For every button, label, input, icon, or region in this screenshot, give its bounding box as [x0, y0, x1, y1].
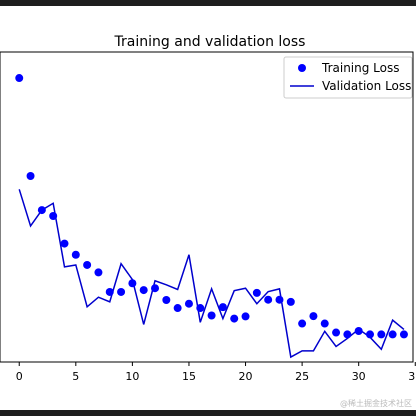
training-loss-point — [49, 211, 58, 220]
training-loss-point — [117, 287, 126, 296]
legend-validation-label: Validation Loss — [322, 79, 411, 93]
training-loss-point — [230, 314, 239, 323]
training-loss-point — [377, 330, 386, 339]
training-loss-point — [298, 319, 307, 328]
bottom-edge-bar — [0, 410, 416, 416]
training-loss-point — [37, 206, 46, 215]
training-loss-point — [162, 296, 171, 304]
training-loss-point — [320, 319, 329, 328]
training-loss-point — [173, 304, 182, 313]
training-loss-point — [286, 297, 295, 306]
x-tick-label: 0 — [16, 370, 23, 383]
x-tick-label: 5 — [72, 370, 79, 383]
training-loss-point — [15, 74, 24, 83]
training-loss-point — [184, 299, 193, 308]
training-loss-point — [105, 287, 114, 296]
x-tick-label: 15 — [182, 370, 196, 383]
validation-loss-line — [18, 189, 405, 359]
legend-training-marker — [298, 64, 306, 72]
chart-title: Training and validation loss — [114, 34, 306, 50]
training-loss-point — [218, 303, 227, 312]
x-tick-label: 35 — [408, 370, 416, 383]
x-tick-label: 10 — [125, 370, 139, 383]
x-tick-label: 25 — [295, 370, 309, 383]
training-loss-point — [332, 328, 341, 337]
training-loss-point — [83, 260, 92, 269]
training-loss-point — [151, 284, 160, 293]
watermark-text: @稀土掘金技术社区 — [340, 399, 412, 408]
x-axis-ticks: 0 5 10 15 20 25 30 35 — [16, 362, 416, 383]
training-loss-point — [128, 279, 137, 288]
training-loss-point — [94, 268, 103, 277]
training-loss-point — [366, 330, 375, 339]
training-loss-point — [252, 288, 261, 297]
training-loss-point — [275, 295, 284, 304]
training-loss-point — [26, 172, 35, 180]
training-loss-point — [196, 304, 205, 313]
plot-frame — [0, 51, 414, 363]
training-loss-point — [241, 312, 250, 321]
training-loss-point — [60, 239, 69, 248]
series-layer — [15, 74, 408, 359]
training-loss-point — [343, 330, 352, 339]
training-loss-point — [388, 330, 397, 339]
training-loss-point — [207, 311, 216, 320]
training-loss-point — [264, 295, 273, 304]
legend: Training Loss Validation Loss — [283, 56, 413, 99]
legend-box — [283, 56, 413, 99]
legend-training-label: Training Loss — [321, 61, 399, 75]
x-tick-label: 30 — [352, 370, 366, 383]
training-loss-point — [354, 327, 363, 335]
training-loss-point — [309, 312, 318, 321]
training-loss-point — [399, 330, 408, 339]
top-edge-bar — [0, 0, 416, 6]
x-tick-label: 20 — [239, 370, 253, 383]
training-loss-point — [139, 286, 148, 295]
training-loss-point — [71, 250, 80, 259]
